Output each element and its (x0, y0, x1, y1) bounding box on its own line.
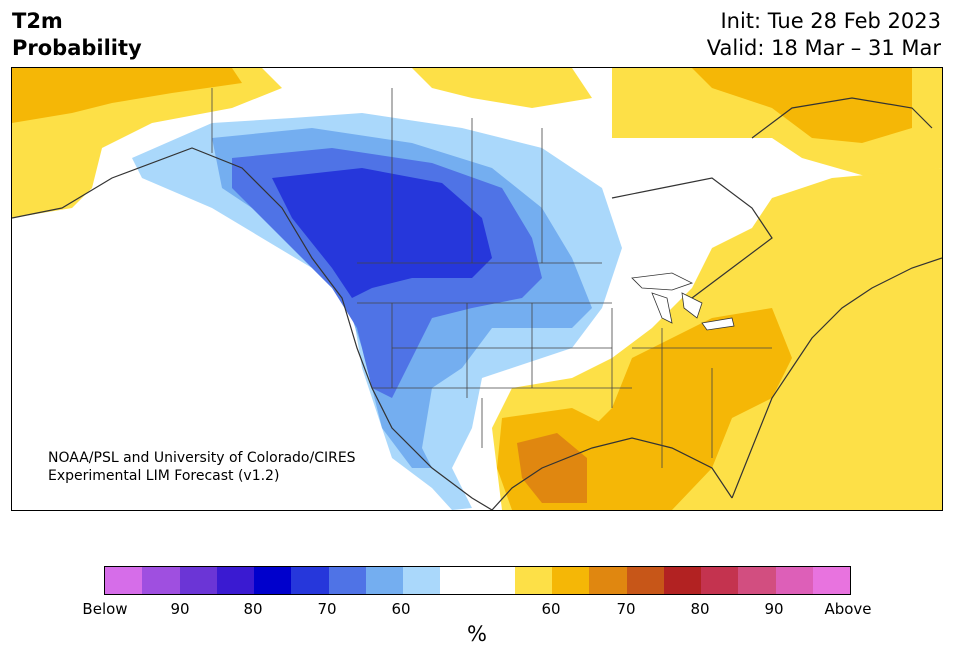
colorbar (104, 566, 851, 595)
colorbar-segment (477, 567, 515, 594)
map-title: T2m Probability (12, 8, 142, 62)
below-90 (272, 168, 492, 298)
map-canvas (12, 68, 942, 510)
product-name: Probability (12, 36, 142, 60)
coastlines (12, 97, 942, 510)
colorbar-tick-label: 80 (243, 600, 263, 618)
colorbar-segment (775, 567, 813, 594)
colorbar-segment (440, 567, 478, 594)
forecast-dates: Init: Tue 28 Feb 2023 Valid: 18 Mar – 31… (707, 8, 941, 62)
colorbar-segment (403, 567, 441, 594)
alaska-above-strong (12, 68, 242, 123)
texas-above-stronger (517, 433, 587, 503)
colorbar-segment (291, 567, 329, 594)
colorbar-segment (514, 567, 552, 594)
colorbar-segment (365, 567, 403, 594)
below-normal-region (132, 113, 622, 510)
colorbar-segment (701, 567, 739, 594)
colorbar-segment (552, 567, 590, 594)
colorbar-segment (589, 567, 627, 594)
above-normal-region (12, 68, 942, 510)
colorbar-segment (179, 567, 217, 594)
colorbar-segment (738, 567, 776, 594)
variable-name: T2m (12, 9, 63, 33)
colorbar-tick-label: 70 (317, 600, 337, 618)
colorbar-segment (328, 567, 366, 594)
colorbar-segment (663, 567, 701, 594)
colorbar-segment (216, 567, 254, 594)
colorbar-segment (626, 567, 664, 594)
southeast-above-strong (572, 308, 792, 510)
colorbar-segment (812, 567, 850, 594)
colorbar-segment (105, 567, 143, 594)
colorbar-tick-label: Above (824, 600, 872, 618)
great-lakes (631, 272, 735, 331)
colorbar-tick-label: 90 (764, 600, 784, 618)
probability-map (11, 67, 943, 511)
init-date: Init: Tue 28 Feb 2023 (720, 9, 941, 33)
valid-range: Valid: 18 Mar – 31 Mar (706, 36, 941, 60)
colorbar-tick-label: 80 (690, 600, 710, 618)
colorbar-unit: % (467, 622, 487, 646)
colorbar-segment (142, 567, 180, 594)
colorbar-tick-label: 60 (541, 600, 561, 618)
colorbar-tick-label: 90 (170, 600, 190, 618)
colorbar-tick-label: Below (82, 600, 128, 618)
data-credit: NOAA/PSL and University of Colorado/CIRE… (48, 449, 356, 485)
political-borders (211, 88, 772, 468)
greenland-above-strong (692, 68, 912, 143)
canada-north-above (412, 68, 592, 108)
credit-line-2: Experimental LIM Forecast (v1.2) (48, 468, 280, 484)
colorbar-segment (254, 567, 292, 594)
credit-line-1: NOAA/PSL and University of Colorado/CIRE… (48, 450, 356, 466)
colorbar-tick-label: 60 (391, 600, 411, 618)
colorbar-tick-label: 70 (616, 600, 636, 618)
